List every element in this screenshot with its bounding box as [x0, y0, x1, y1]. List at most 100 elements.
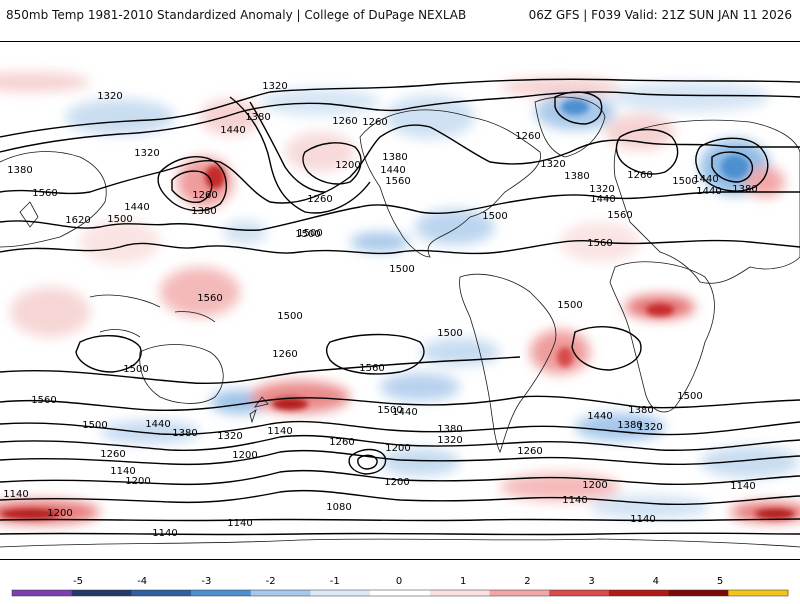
contour-label: 1200: [335, 160, 360, 171]
colorbar-swatch: [668, 590, 729, 596]
contour-label: 1500: [297, 228, 322, 239]
contour-line: [0, 91, 800, 153]
contour-label: 1380: [172, 428, 197, 439]
asia-west-outline: [0, 151, 107, 248]
contour-label: 1260: [329, 437, 354, 448]
contour-label: 1140: [110, 466, 135, 477]
pos-anomaly-area: [605, 114, 675, 150]
contour-label: 1140: [227, 518, 252, 529]
neg-anomaly-core: [721, 155, 749, 179]
antarctica-outline: [0, 538, 800, 548]
contour-label: 1380: [564, 171, 589, 182]
contour-line: [348, 448, 387, 475]
contour-line: [0, 191, 800, 231]
contour-label: 1200: [385, 443, 410, 454]
contour-line: [0, 449, 800, 466]
japan-outline: [19, 201, 39, 228]
contour-line: [695, 137, 769, 192]
contour-label: 1260: [517, 446, 542, 457]
colorbar-outline: [11, 589, 789, 597]
pos-anomaly-core: [557, 347, 573, 367]
contour-label: 1560: [31, 395, 56, 406]
contour-line: [0, 78, 800, 138]
contour-label: 1560: [587, 238, 612, 249]
contour-label: 1500: [377, 405, 402, 416]
neg-anomaly-area: [223, 220, 267, 244]
contour-label: 1320: [134, 148, 159, 159]
contour-label: 1380: [437, 424, 462, 435]
contour-label: 1380: [617, 420, 642, 431]
contour-label: 1260: [192, 190, 217, 201]
contour-label: 1500: [677, 391, 702, 402]
neg-anomaly-area: [415, 209, 495, 245]
model-run-info: 06Z GFS | F039 Valid: 21Z SUN JAN 11 202…: [528, 8, 792, 22]
pos-anomaly-area: [500, 473, 620, 501]
colorbar-tick-label: 4: [653, 576, 659, 587]
contour-label: 1200: [125, 476, 150, 487]
colorbar-swatch: [250, 590, 311, 596]
colorbar-tick-label: -1: [330, 576, 340, 587]
contour-label: 1500: [482, 211, 507, 222]
contour-label: 1560: [197, 293, 222, 304]
contour-label: 1440: [220, 125, 245, 136]
greenland-outline: [534, 96, 606, 158]
neg-anomaly-area: [380, 373, 460, 401]
anomaly-map[interactable]: 1320 1320 1260 1380 1440 1320 1260 1380 …: [0, 41, 800, 560]
contour-label: 1140: [152, 528, 177, 539]
pos-anomaly-core: [0, 509, 60, 519]
contour-line: [615, 128, 679, 175]
contour-line: [171, 170, 213, 204]
contour-label: 1380: [732, 184, 757, 195]
pos-anomaly-area: [0, 72, 90, 92]
contour-label: 1380: [191, 206, 216, 217]
colorbar-swatch: [310, 590, 371, 596]
contour-line: [0, 124, 800, 204]
contour-label: 1260: [332, 116, 357, 127]
australia-outline: [139, 344, 224, 404]
south-america-outline: [459, 273, 557, 454]
contour-label: 1620: [65, 215, 90, 226]
contour-label: 1200: [384, 477, 409, 488]
contour-label: 1440: [380, 165, 405, 176]
colorbar-tick-label: 2: [524, 576, 530, 587]
colorbar-swatch: [370, 590, 431, 596]
colorbar-tick-label: 3: [588, 576, 594, 587]
north-america-outline: [359, 109, 541, 258]
strong-anomaly-cores: [0, 99, 795, 519]
contour-label: 1500: [389, 264, 414, 275]
contour-line: [0, 469, 800, 486]
neg-anomaly-area: [700, 446, 800, 478]
colorbar-tick-label: 0: [396, 576, 402, 587]
contour-label: 1320: [540, 159, 565, 170]
contour-label: 1440: [590, 194, 615, 205]
neg-anomaly-area: [610, 82, 770, 112]
contour-label: 1140: [562, 495, 587, 506]
colorbar-tick-label: 5: [717, 576, 723, 587]
contour-label: 1500: [557, 300, 582, 311]
colorbar-swatch: [131, 590, 192, 596]
contour-line: [325, 333, 425, 375]
contour-line: [357, 454, 378, 470]
colorbar-tick-label: -3: [201, 576, 211, 587]
contour-label: 1440: [587, 411, 612, 422]
contour-line: [0, 239, 800, 255]
contour-label: 1200: [232, 450, 257, 461]
contour-label: 1440: [124, 202, 149, 213]
colorbar-swatch: [429, 590, 491, 596]
contour-label: 1560: [385, 176, 410, 187]
colorbar-swatch: [191, 590, 252, 596]
contour-label: 1260: [307, 194, 332, 205]
colorbar-swatch: [71, 590, 132, 596]
contour-label: 1140: [730, 481, 755, 492]
height-contours: [0, 78, 800, 536]
neg-anomaly-area: [385, 95, 475, 139]
contour-label: 1500: [82, 420, 107, 431]
colorbar-swatch: [728, 590, 789, 596]
contour-line: [0, 518, 800, 522]
contour-label: 1140: [3, 489, 28, 500]
contour-line: [711, 151, 754, 183]
contour-label: 1380: [245, 112, 270, 123]
contour-label: 1380: [628, 405, 653, 416]
coastlines: [0, 96, 800, 548]
colorbar-swatch: [549, 590, 610, 596]
